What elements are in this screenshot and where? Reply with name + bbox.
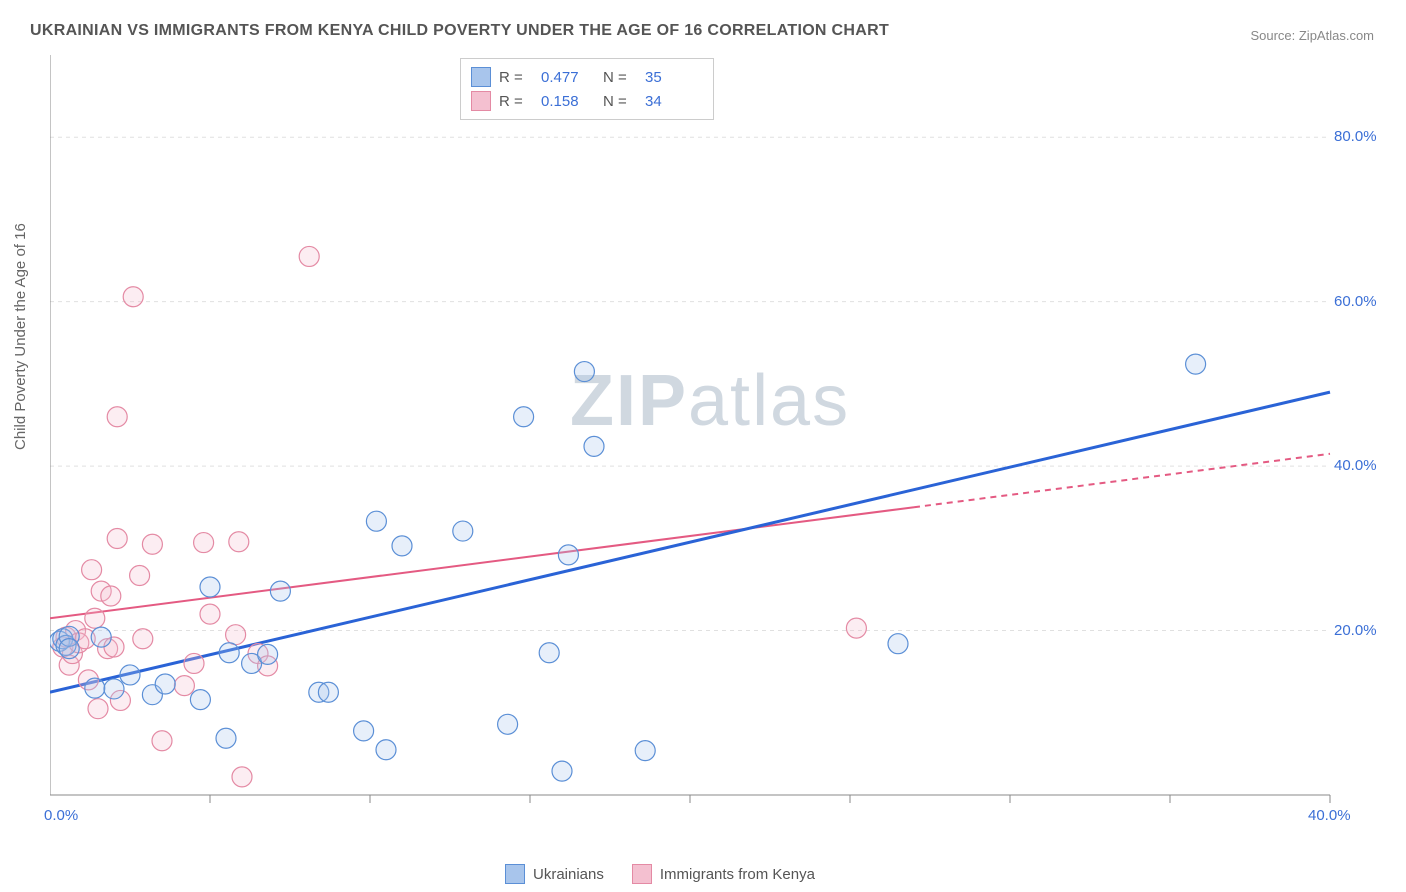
y-axis-tick-80: 80.0% [1334,128,1377,145]
swatch-ukrainians-icon [471,67,491,87]
y-axis-tick-20: 20.0% [1334,622,1377,639]
legend-stats-box: R = 0.477 N = 35 R = 0.158 N = 34 [460,58,714,120]
legend-series-box: Ukrainians Immigrants from Kenya [505,864,815,884]
legend-label-ukrainians: Ukrainians [533,866,604,883]
n-label: N = [603,69,637,86]
legend-item-kenya: Immigrants from Kenya [632,864,815,884]
swatch-kenya-icon [632,864,652,884]
legend-item-ukrainians: Ukrainians [505,864,604,884]
legend-label-kenya: Immigrants from Kenya [660,866,815,883]
y-axis-label: Child Poverty Under the Age of 16 [12,223,29,450]
n-value-kenya: 34 [645,93,699,110]
r-label: R = [499,69,533,86]
correlation-scatter-chart [50,55,1360,835]
y-axis-tick-60: 60.0% [1334,293,1377,310]
n-value-ukrainians: 35 [645,69,699,86]
legend-stats-row-ukrainians: R = 0.477 N = 35 [471,65,699,89]
swatch-ukrainians-icon [505,864,525,884]
r-value-kenya: 0.158 [541,93,595,110]
x-axis-tick-40: 40.0% [1308,807,1351,824]
x-axis-tick-0: 0.0% [44,807,78,824]
swatch-kenya-icon [471,91,491,111]
legend-stats-row-kenya: R = 0.158 N = 34 [471,89,699,113]
r-value-ukrainians: 0.477 [541,69,595,86]
n-label: N = [603,93,637,110]
y-axis-tick-40: 40.0% [1334,457,1377,474]
chart-title: UKRAINIAN VS IMMIGRANTS FROM KENYA CHILD… [30,22,889,40]
r-label: R = [499,93,533,110]
source-attribution: Source: ZipAtlas.com [1250,28,1374,43]
